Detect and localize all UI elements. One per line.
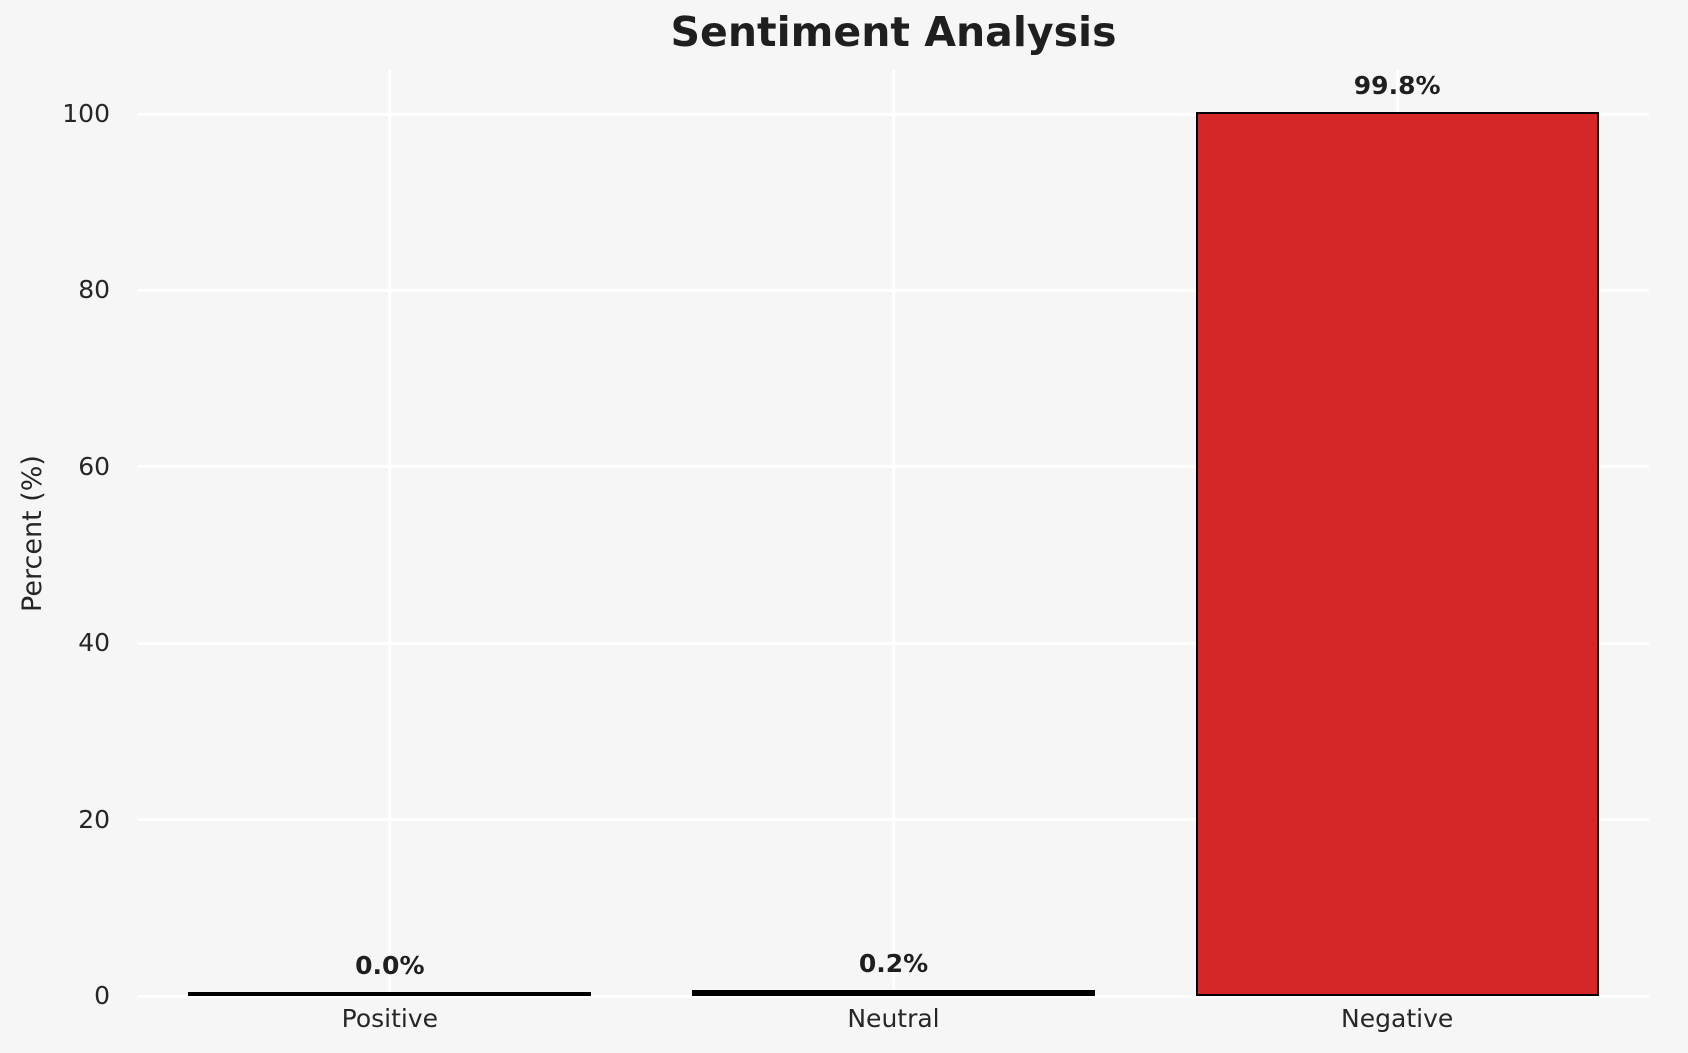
y-tick-label-40: 40 (78, 628, 110, 658)
bar-value-label-neutral: 0.2% (858, 949, 929, 978)
y-tick-label-80: 80 (78, 275, 110, 305)
y-tick-label-60: 60 (78, 451, 110, 481)
x-tick-label-positive: Positive (341, 1004, 439, 1033)
bar-neutral (692, 990, 1095, 996)
y-tick-label-0: 0 (94, 981, 110, 1010)
gridline-v-neutral (892, 70, 895, 996)
bar-value-label-negative: 99.8% (1353, 71, 1441, 100)
bar-negative (1195, 112, 1599, 996)
chart-title: Sentiment Analysis (670, 8, 1117, 56)
bar-value-label-positive: 0.0% (355, 951, 425, 980)
bar-positive (188, 992, 592, 996)
gridline-h-0 (138, 994, 1649, 998)
plot-area (138, 70, 1649, 998)
y-axis-label: Percent (%) (10, 70, 54, 996)
gridline-v-positive (388, 70, 392, 996)
y-tick-label-20: 20 (78, 804, 110, 834)
y-tick-label-100: 100 (62, 99, 110, 129)
x-tick-label-neutral: Neutral (847, 1004, 940, 1033)
x-tick-label-negative: Negative (1341, 1004, 1454, 1033)
